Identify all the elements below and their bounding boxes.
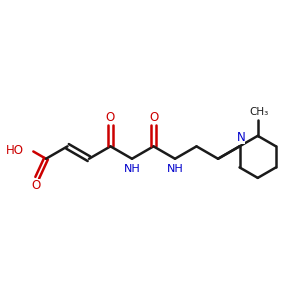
Text: O: O: [149, 111, 158, 124]
Text: O: O: [31, 179, 40, 192]
Text: NH: NH: [167, 164, 184, 174]
Text: O: O: [106, 111, 115, 124]
Text: NH: NH: [124, 164, 141, 174]
Text: HO: HO: [6, 143, 24, 157]
Text: CH₃: CH₃: [250, 106, 269, 117]
Text: N: N: [237, 131, 245, 144]
